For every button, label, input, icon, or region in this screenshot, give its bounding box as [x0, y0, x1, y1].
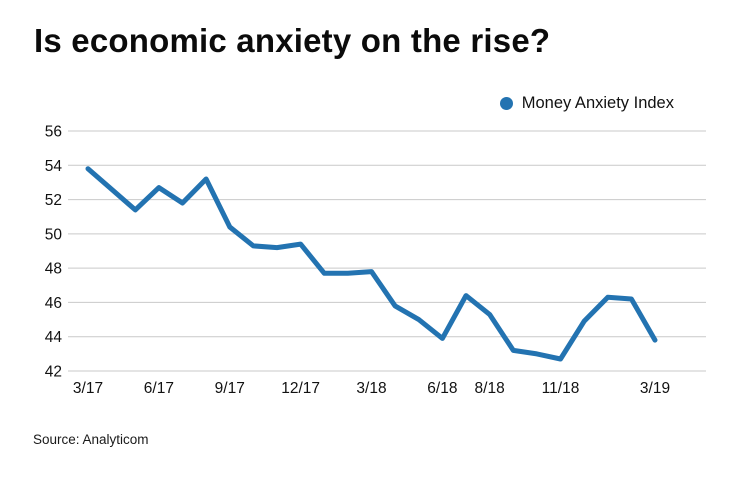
x-tick-label: 12/17 — [281, 380, 320, 397]
x-tick-label: 6/18 — [427, 380, 457, 397]
money-anxiety-line — [85, 166, 658, 362]
x-tick-label: 8/18 — [475, 380, 505, 397]
x-tick-label: 11/18 — [542, 380, 580, 397]
y-tick-label: 50 — [45, 226, 63, 243]
y-tick-label: 56 — [45, 124, 62, 141]
y-tick-label: 48 — [45, 261, 62, 278]
y-tick-label: 42 — [45, 364, 62, 381]
x-tick-label: 9/17 — [215, 380, 245, 397]
legend: Money Anxiety Index — [499, 94, 674, 113]
legend-label: Money Anxiety Index — [521, 94, 674, 112]
y-tick-label: 52 — [45, 192, 62, 209]
x-tick-label: 6/17 — [144, 380, 174, 397]
legend-marker-icon — [499, 97, 513, 110]
source-text: Source: Analyticom — [33, 432, 149, 447]
x-tick-label: 3/19 — [640, 380, 670, 397]
chart-title: Is economic anxiety on the rise? — [34, 22, 551, 59]
x-tick-label: 3/18 — [356, 380, 386, 397]
x-tick-label: 3/17 — [73, 380, 103, 397]
y-tick-label: 44 — [45, 329, 63, 346]
y-tick-label: 46 — [45, 295, 62, 312]
y-tick-label: 54 — [45, 158, 63, 175]
